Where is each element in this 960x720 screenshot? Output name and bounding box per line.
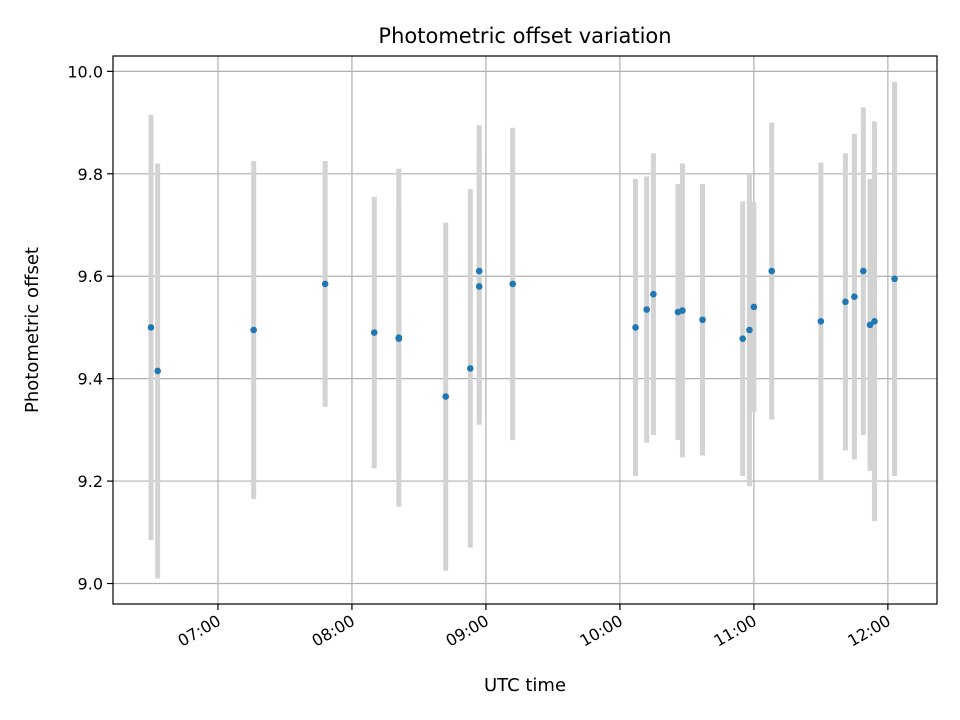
data-point bbox=[250, 326, 257, 334]
data-point bbox=[679, 307, 686, 314]
y-tick-label: 9.6 bbox=[78, 267, 103, 286]
data-point bbox=[147, 324, 155, 331]
data-points bbox=[147, 267, 898, 400]
data-point bbox=[370, 329, 378, 336]
data-point bbox=[866, 321, 874, 329]
y-tick-label: 9.0 bbox=[78, 575, 103, 594]
data-point bbox=[842, 298, 849, 306]
data-point bbox=[750, 303, 758, 311]
data-point bbox=[466, 365, 474, 372]
data-point bbox=[395, 335, 403, 343]
data-point bbox=[699, 316, 706, 324]
y-tick-label: 9.8 bbox=[78, 165, 103, 184]
data-point bbox=[643, 306, 651, 313]
y-tick-label: 10.0 bbox=[67, 62, 103, 81]
data-point bbox=[509, 280, 517, 288]
data-point bbox=[817, 317, 825, 325]
data-point bbox=[442, 393, 450, 400]
data-point bbox=[321, 280, 329, 288]
y-axis-title: Photometric offset bbox=[22, 247, 43, 413]
data-point bbox=[650, 290, 657, 298]
data-point bbox=[891, 275, 898, 283]
data-point bbox=[851, 293, 858, 301]
data-point bbox=[475, 283, 483, 290]
y-tick-label: 9.2 bbox=[78, 472, 103, 491]
data-point bbox=[475, 267, 483, 275]
data-point bbox=[746, 326, 753, 334]
x-axis-title: UTC time bbox=[484, 675, 566, 696]
data-point bbox=[871, 317, 878, 325]
data-point bbox=[768, 267, 776, 275]
axes-frame bbox=[112, 55, 938, 605]
data-point bbox=[739, 335, 747, 343]
data-point bbox=[154, 367, 161, 375]
data-point bbox=[632, 324, 639, 331]
data-point bbox=[860, 267, 867, 275]
chart-title: Photometric offset variation bbox=[378, 24, 671, 48]
y-tick-label: 9.4 bbox=[78, 370, 103, 389]
